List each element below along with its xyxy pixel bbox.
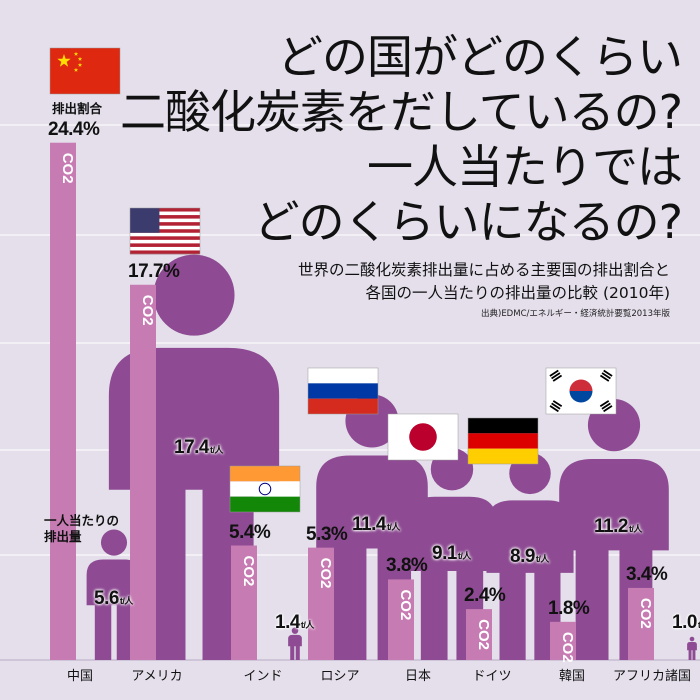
co2-glyph: CO2 [475, 619, 492, 650]
share-bar [388, 579, 414, 660]
person-leg [295, 645, 300, 660]
person-leg [692, 649, 696, 660]
share-caption: 排出割合 [52, 101, 103, 116]
per-capita-value-label: 8.9t/人 [510, 545, 550, 567]
unit-label: t/人 [535, 553, 550, 564]
unit-label: t/人 [209, 445, 224, 456]
unit-label: t/人 [628, 524, 643, 535]
per-capita-value-label: 17.4t/人 [174, 437, 223, 459]
per-capita-caption-line-2: 排出量 [44, 529, 82, 544]
person-body [86, 559, 142, 606]
russia-flag [307, 367, 379, 415]
co2-glyph: CO2 [240, 556, 257, 587]
per-capita-value-label: 1.4t/人 [275, 612, 315, 633]
co2-glyph: CO2 [317, 558, 334, 589]
share-bar [466, 609, 492, 660]
china-flag [49, 47, 121, 95]
person-leg [94, 604, 112, 660]
co2-glyph: CO2 [397, 589, 414, 620]
person-body [407, 496, 497, 571]
share-bar [628, 587, 654, 660]
chart-subtitle-line-1: 世界の二酸化炭素排出量に占める主要国の排出割合と [297, 261, 670, 279]
chart-title-line-4: どのくらいになるの? [253, 195, 683, 249]
share-value-label: 24.4% [48, 118, 100, 140]
category-label: インド [243, 669, 283, 684]
unit-label: t/人 [300, 620, 315, 630]
chart-subtitle-line-2: 各国の一人当たりの排出量の比較 (2010年) [365, 284, 670, 302]
person-body [486, 500, 574, 573]
category-label: アフリカ諸国 [612, 669, 691, 684]
share-value-label: 2.4% [464, 585, 506, 607]
category-label: 日本 [404, 669, 431, 684]
japan-flag [387, 413, 459, 461]
person-figure [559, 399, 669, 660]
person-body [288, 634, 302, 647]
person-figure [407, 447, 497, 660]
person-body [559, 459, 669, 551]
co2-glyph: CO2 [139, 295, 156, 326]
unit-label: t/人 [697, 620, 700, 630]
india-flag [229, 465, 301, 513]
co2-glyph: CO2 [559, 632, 576, 663]
co2-glyph: CO2 [637, 598, 654, 629]
person-leg [116, 604, 134, 660]
chart-title-line-3: 一人当たりでは [367, 140, 683, 194]
unit-label: t/人 [457, 551, 472, 562]
category-label: 中国 [66, 669, 93, 684]
share-bar [308, 547, 334, 660]
category-label: ロシア [320, 669, 360, 684]
per-capita-value-label: 9.1t/人 [432, 543, 471, 565]
unit-label: t/人 [386, 521, 401, 532]
person-leg [420, 569, 448, 660]
person-leg [499, 571, 526, 660]
share-bar [50, 142, 76, 661]
per-capita-value-label: 11.2t/人 [594, 516, 642, 538]
person-leg [575, 549, 609, 660]
person-leg [688, 649, 692, 660]
share-value-label: 17.7% [128, 260, 180, 282]
share-value-label: 5.3% [306, 523, 348, 545]
person-leg [290, 645, 295, 660]
share-bar [231, 545, 257, 660]
germany-flag [467, 417, 539, 465]
person-head [153, 254, 235, 336]
person-head [100, 529, 128, 556]
share-value-label: 3.8% [386, 555, 428, 577]
share-value-label: 3.4% [626, 563, 668, 585]
category-label: 韓国 [558, 669, 585, 684]
person-head [689, 636, 695, 642]
korea-flag [545, 367, 617, 415]
share-bar [550, 621, 576, 660]
share-value-label: 1.8% [548, 597, 590, 619]
person-head [291, 627, 299, 634]
chart-title-line-2: 二酸化炭素をだしているの? [119, 85, 683, 139]
share-value-label: 5.4% [229, 521, 271, 543]
person-leg [332, 547, 367, 660]
source-note: 出典)EDMC/エネルギー・経済統計要覧2013年版 [481, 309, 670, 319]
per-capita-value-label: 5.6t/人 [94, 588, 133, 610]
person-figure [687, 636, 697, 660]
usa-flag [129, 207, 201, 255]
category-label: アメリカ [131, 669, 183, 684]
per-capita-value-label: 11.4t/人 [352, 513, 401, 535]
person-body [687, 642, 697, 651]
person-figure [288, 627, 302, 660]
co2-glyph: CO2 [59, 153, 76, 184]
chart-title-line-1: どの国がどのくらい [277, 30, 683, 84]
category-label: ドイツ [472, 669, 512, 684]
per-capita-value-label: 1.0t/人 [672, 612, 700, 634]
per-capita-caption-line-1: 一人当たりの [44, 513, 120, 528]
share-bar [130, 284, 156, 660]
person-figure [86, 529, 142, 660]
unit-label: t/人 [119, 596, 134, 607]
person-body [316, 455, 428, 549]
